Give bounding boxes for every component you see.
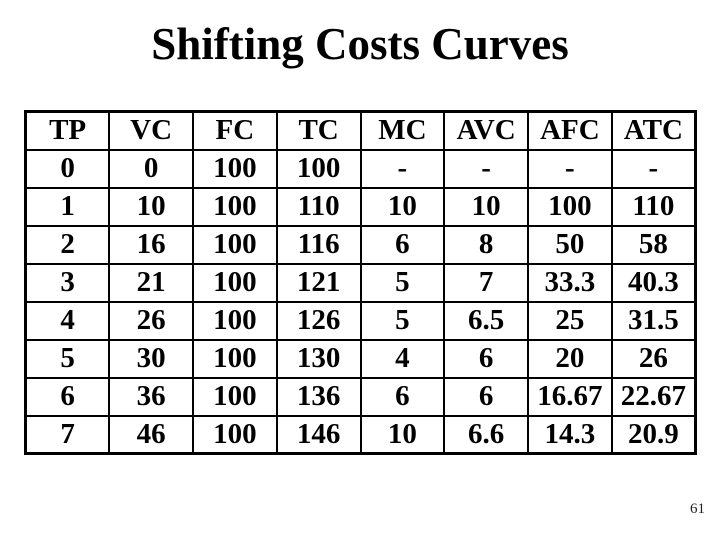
cell-atc-row7: 20.9 — [610, 414, 697, 455]
cell-avc-row1: 10 — [443, 186, 529, 227]
cell-afc-row4: 25 — [527, 300, 613, 341]
cell-avc-row4: 6.5 — [443, 300, 529, 341]
cell-afc-row2: 50 — [527, 224, 613, 265]
table-row-tp-5: 5 30 100 130 4 6 20 26 — [24, 338, 697, 379]
cell-avc-row3: 7 — [443, 262, 529, 303]
cell-tc-row1: 110 — [275, 186, 362, 227]
cell-tc-row0: 100 — [275, 148, 362, 189]
column-header-tc: TC — [275, 110, 362, 151]
cell-tp-row7: 7 — [24, 414, 111, 455]
cell-afc-row3: 33.3 — [527, 262, 613, 303]
cell-mc-row4: 5 — [359, 300, 446, 341]
cell-vc-row4: 26 — [108, 300, 194, 341]
cell-vc-row5: 30 — [108, 338, 194, 379]
cell-afc-row1: 100 — [527, 186, 613, 227]
column-header-tp: TP — [24, 110, 111, 151]
cell-vc-row7: 46 — [108, 414, 194, 455]
cell-atc-row5: 26 — [610, 338, 697, 379]
cell-atc-row0: - — [610, 148, 697, 189]
cell-mc-row6: 6 — [359, 376, 446, 417]
cell-atc-row2: 58 — [610, 224, 697, 265]
cell-tc-row6: 136 — [275, 376, 362, 417]
cell-afc-row5: 20 — [527, 338, 613, 379]
cell-fc-row1: 100 — [192, 186, 278, 227]
cell-vc-row0: 0 — [108, 148, 194, 189]
column-header-avc: AVC — [443, 110, 529, 151]
cell-tp-row4: 4 — [24, 300, 111, 341]
cell-mc-row2: 6 — [359, 224, 446, 265]
cell-tc-row2: 116 — [275, 224, 362, 265]
cell-tp-row3: 3 — [24, 262, 111, 303]
cell-mc-row3: 5 — [359, 262, 446, 303]
cell-tp-row1: 1 — [24, 186, 111, 227]
cell-tc-row3: 121 — [275, 262, 362, 303]
table-row-tp-3: 3 21 100 121 5 7 33.3 40.3 — [24, 262, 697, 303]
column-header-afc: AFC — [527, 110, 613, 151]
cell-atc-row1: 110 — [610, 186, 697, 227]
cell-mc-row1: 10 — [359, 186, 446, 227]
slide-title: Shifting Costs Curves — [151, 19, 569, 69]
cell-atc-row6: 22.67 — [610, 376, 697, 417]
cell-avc-row0: - — [443, 148, 529, 189]
table-row-tp-6: 6 36 100 136 6 6 16.67 22.67 — [24, 376, 697, 417]
table-row-tp-7: 7 46 100 146 10 6.6 14.3 20.9 — [24, 414, 697, 455]
slide-number: 61 — [690, 501, 705, 517]
cell-vc-row3: 21 — [108, 262, 194, 303]
cell-fc-row4: 100 — [192, 300, 278, 341]
cell-avc-row5: 6 — [443, 338, 529, 379]
cell-fc-row7: 100 — [192, 414, 278, 455]
cell-fc-row3: 100 — [192, 262, 278, 303]
cell-atc-row4: 31.5 — [610, 300, 697, 341]
cell-fc-row0: 100 — [192, 148, 278, 189]
cell-vc-row6: 36 — [108, 376, 194, 417]
cell-atc-row3: 40.3 — [610, 262, 697, 303]
cell-tp-row2: 2 — [24, 224, 111, 265]
cell-avc-row2: 8 — [443, 224, 529, 265]
table-row-tp-1: 1 10 100 110 10 10 100 110 — [24, 186, 697, 227]
cell-mc-row5: 4 — [359, 338, 446, 379]
costs-table-head: TP VC FC TC MC AVC AFC ATC — [24, 110, 697, 151]
column-header-atc: ATC — [610, 110, 697, 151]
cell-tp-row5: 5 — [24, 338, 111, 379]
cell-tc-row7: 146 — [275, 414, 362, 455]
cell-afc-row6: 16.67 — [527, 376, 613, 417]
cell-tp-row6: 6 — [24, 376, 111, 417]
cell-vc-row1: 10 — [108, 186, 194, 227]
cell-afc-row7: 14.3 — [527, 414, 613, 455]
costs-table-body: 0 0 100 100- - - -1 10 100 110 10 10 100 110 2 16 100 116… — [24, 148, 697, 455]
column-header-mc: MC — [359, 110, 446, 151]
table-row-tp-0: 0 0 100 100- - - - — [24, 148, 697, 189]
cell-avc-row6: 6 — [443, 376, 529, 417]
cell-tc-row5: 130 — [275, 338, 362, 379]
cell-fc-row2: 100 — [192, 224, 278, 265]
cell-mc-row0: - — [359, 148, 446, 189]
cell-fc-row5: 100 — [192, 338, 278, 379]
cell-tc-row4: 126 — [275, 300, 362, 341]
cell-vc-row2: 16 — [108, 224, 194, 265]
costs-table: TP VC FC TC MC AVC AFC ATC 0 0 100 100- - - -1 10 100 11… — [24, 110, 697, 455]
table-header-row: TP VC FC TC MC AVC AFC ATC — [24, 110, 697, 151]
cell-afc-row0: - — [527, 148, 613, 189]
table-row-tp-4: 4 26 100 126 5 6.5 25 31.5 — [24, 300, 697, 341]
column-header-vc: VC — [108, 110, 194, 151]
cell-mc-row7: 10 — [359, 414, 446, 455]
column-header-fc: FC — [192, 110, 278, 151]
table-row-tp-2: 2 16 100 116 6 8 50 58 — [24, 224, 697, 265]
cell-fc-row6: 100 — [192, 376, 278, 417]
cell-tp-row0: 0 — [24, 148, 111, 189]
cell-avc-row7: 6.6 — [443, 414, 529, 455]
